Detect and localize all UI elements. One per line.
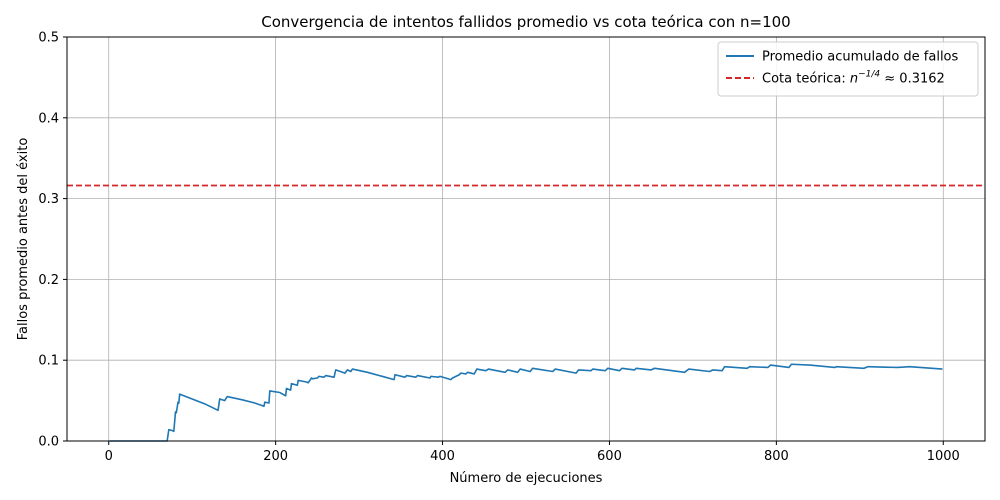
plot-frame [66, 36, 986, 442]
legend-label-bound-exponent: −1/4 [858, 70, 880, 80]
y-tick-label: 0.1 [38, 354, 59, 369]
legend-label-bound-prefix: Cota teórica: [762, 72, 850, 87]
y-tick-label: 0.0 [38, 435, 59, 450]
x-axis-label: Número de ejecuciones [450, 471, 603, 486]
x-tick-label: 200 [263, 449, 288, 464]
x-tick-label: 0 [105, 449, 113, 464]
y-tick-label: 0.5 [38, 31, 59, 46]
y-axis-label: Fallos promedio antes del éxito [16, 138, 31, 341]
chart-title: Convergencia de intentos fallidos promed… [261, 13, 790, 31]
legend-label-bound: Cota teórica: n−1/4 ≈ 0.3162 [762, 70, 945, 87]
x-tick-label: 600 [597, 449, 622, 464]
legend-label-bound-base: n [850, 72, 858, 87]
legend: Promedio acumulado de fallos Cota teóric… [717, 41, 979, 97]
x-axis-ticks: 0 200 400 600 800 1000 [105, 441, 960, 464]
y-tick-label: 0.3 [38, 192, 59, 207]
x-tick-label: 400 [430, 449, 455, 464]
y-tick-label: 0.2 [38, 273, 59, 288]
x-tick-label: 1000 [927, 449, 960, 464]
legend-label-average: Promedio acumulado de fallos [762, 50, 959, 65]
series-line-average [109, 363, 943, 442]
x-tick-label: 800 [764, 449, 789, 464]
y-tick-label: 0.4 [38, 111, 59, 126]
plot-content [67, 184, 985, 442]
y-axis-ticks: 0.0 0.1 0.2 0.3 0.4 0.5 [38, 31, 67, 450]
legend-box [717, 41, 979, 97]
legend-label-bound-suffix: ≈ 0.3162 [880, 72, 945, 87]
